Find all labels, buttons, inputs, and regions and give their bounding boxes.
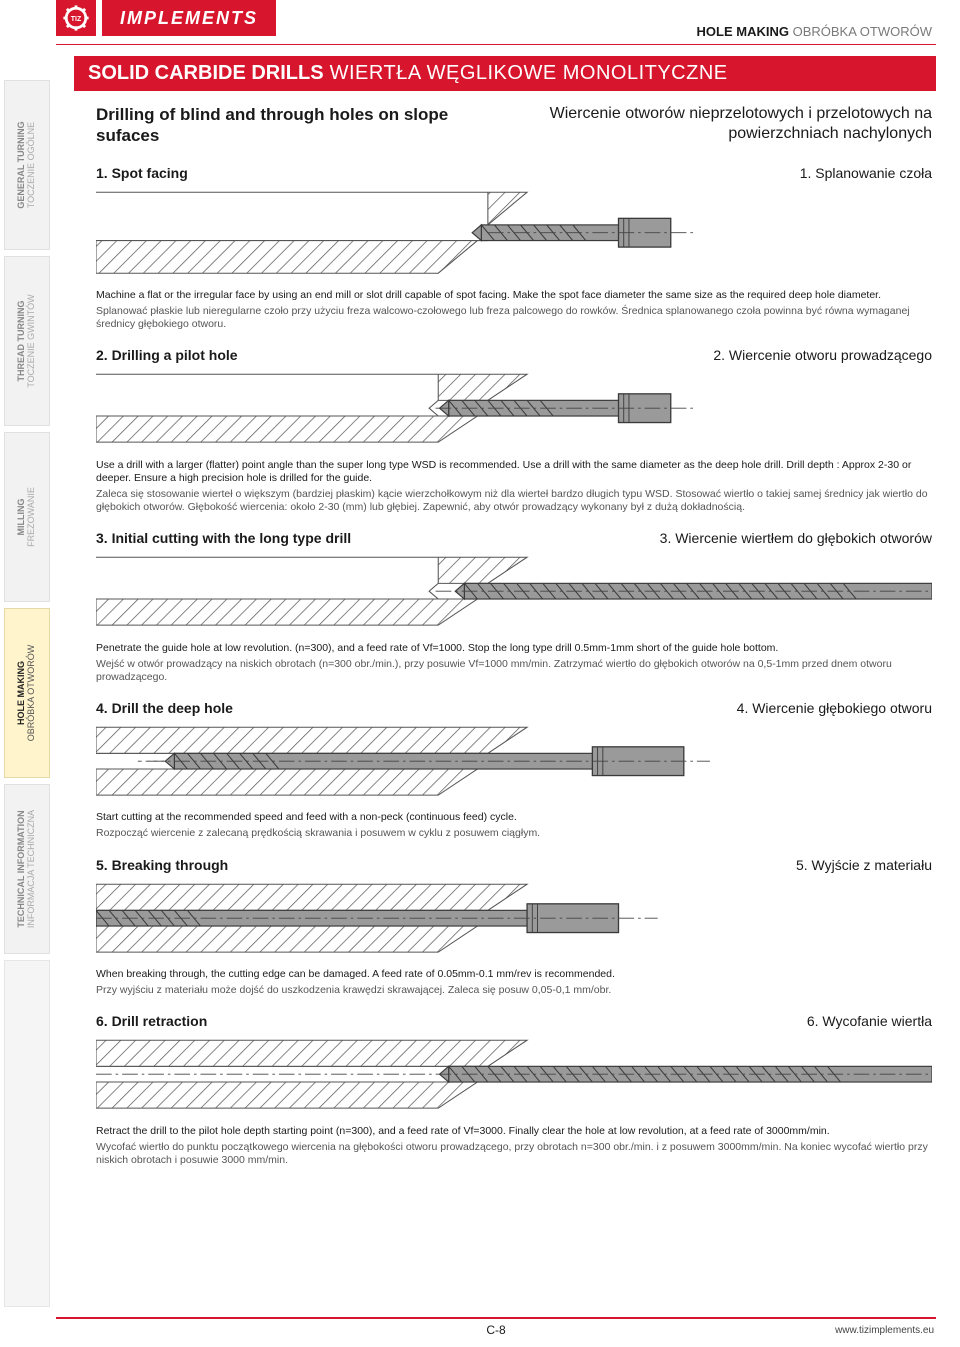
step-title-en: 3. Initial cutting with the long type dr…	[96, 530, 351, 546]
main-content: Drilling of blind and through holes on s…	[96, 104, 932, 1183]
step-title-en: 5. Breaking through	[96, 857, 228, 873]
side-tab-thread-turning[interactable]: THREAD TURNINGTOCZENIE GWINTÓW	[4, 256, 50, 426]
step-desc-pl: Rozpocząć wiercenie z zalecaną prędkości…	[96, 827, 932, 840]
side-tab-general-turning[interactable]: GENERAL TURNINGTOCZENIE OGÓLNE	[4, 80, 50, 250]
step-desc-pl: Zaleca się stosowanie wierteł o większym…	[96, 488, 932, 514]
side-tab-milling[interactable]: MILLINGFREZOWANIE	[4, 432, 50, 602]
step-title-en: 4. Drill the deep hole	[96, 700, 233, 716]
step-3: 3. Initial cutting with the long type dr…	[96, 530, 932, 684]
footer: C-8 www.tizimplements.eu	[56, 1317, 936, 1337]
intro-block: Drilling of blind and through holes on s…	[96, 104, 932, 147]
step-desc-en: Machine a flat or the irregular face by …	[96, 289, 932, 302]
side-filler	[4, 960, 50, 1307]
side-tab-technical-information[interactable]: TECHNICAL INFORMATIONINFORMACJA TECHNICZ…	[4, 784, 50, 954]
step-title-pl: 4. Wiercenie głębokiego otworu	[737, 700, 932, 716]
step-desc-pl: Splanować płaskie lub nieregularne czoło…	[96, 305, 932, 331]
step-title-en: 1. Spot facing	[96, 165, 188, 181]
step-desc-pl: Wycofać wiertło do punktu początkowego w…	[96, 1141, 932, 1167]
step-desc-pl: Wejść w otwór prowadzący na niskich obro…	[96, 658, 932, 684]
header: TIZ IMPLEMENTS	[56, 0, 276, 36]
footer-url: www.tizimplements.eu	[835, 1325, 934, 1336]
step-title-pl: 1. Splanowanie czoła	[800, 165, 932, 181]
step-figure	[96, 369, 932, 447]
step-6: 6. Drill retraction 6. Wycofanie wiertła…	[96, 1013, 932, 1167]
step-title-en: 2. Drilling a pilot hole	[96, 347, 238, 363]
header-rule	[56, 44, 936, 45]
step-desc-en: Use a drill with a larger (flatter) poin…	[96, 459, 932, 485]
step-desc-en: Retract the drill to the pilot hole dept…	[96, 1125, 932, 1138]
step-desc-en: Start cutting at the recommended speed a…	[96, 811, 932, 824]
step-title-pl: 6. Wycofanie wiertła	[807, 1013, 932, 1029]
step-title-pl: 5. Wyjście z materiału	[796, 857, 932, 873]
side-tab-hole-making[interactable]: HOLE MAKINGOBRÓBKA OTWORÓW	[4, 608, 50, 778]
step-title-pl: 2. Wiercenie otworu prowadzącego	[713, 347, 932, 363]
step-5: 5. Breaking through 5. Wyjście z materia…	[96, 857, 932, 998]
step-title-pl: 3. Wiercenie wiertłem do głębokich otwor…	[660, 530, 932, 546]
step-desc-en: Penetrate the guide hole at low revoluti…	[96, 642, 932, 655]
step-1: 1. Spot facing 1. Splanowanie czoła Mach…	[96, 165, 932, 332]
step-figure	[96, 187, 932, 278]
intro-en: Drilling of blind and through holes on s…	[96, 104, 456, 147]
brand-label: IMPLEMENTS	[102, 0, 276, 36]
step-title-en: 6. Drill retraction	[96, 1013, 207, 1029]
step-figure	[96, 552, 932, 630]
step-2: 2. Drilling a pilot hole 2. Wiercenie ot…	[96, 347, 932, 514]
step-desc-pl: Przy wyjściu z materiału może dojść do u…	[96, 984, 932, 997]
step-figure	[96, 722, 932, 800]
intro-pl: Wiercenie otworów nieprzelotowych i prze…	[512, 104, 932, 144]
step-4: 4. Drill the deep hole 4. Wiercenie głęb…	[96, 700, 932, 841]
step-desc-en: When breaking through, the cutting edge …	[96, 968, 932, 981]
step-figure	[96, 1035, 932, 1113]
logo-icon: TIZ	[56, 0, 96, 36]
svg-text:TIZ: TIZ	[71, 16, 82, 23]
section-title: SOLID CARBIDE DRILLS WIERTŁA WĘGLIKOWE M…	[74, 56, 936, 91]
step-figure	[96, 879, 932, 957]
page-category: HOLE MAKING OBRÓBKA OTWORÓW	[697, 24, 932, 39]
page-number: C-8	[486, 1323, 505, 1337]
